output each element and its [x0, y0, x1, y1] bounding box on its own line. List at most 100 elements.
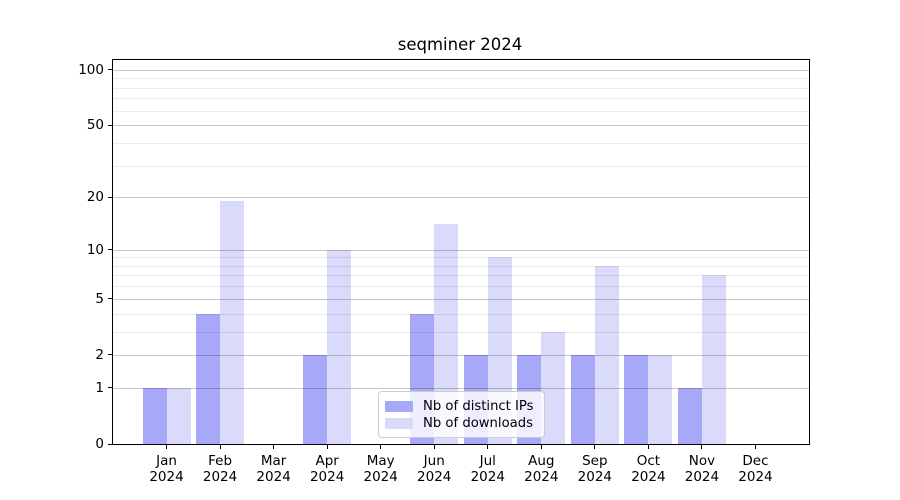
x-tick-mark — [701, 445, 703, 449]
major-gridline — [113, 125, 809, 127]
x-tick-label: Feb 2024 — [188, 453, 252, 485]
x-tick-label: Jan 2024 — [135, 453, 199, 485]
minor-gridline — [113, 165, 809, 167]
y-tick-mark — [108, 443, 112, 445]
x-tick-month: Nov — [688, 453, 716, 469]
y-tick-label: 50 — [86, 117, 104, 134]
x-tick-mark — [754, 445, 756, 449]
legend-label-distinct-ips: Nb of distinct IPs — [423, 398, 534, 414]
y-tick-label: 20 — [86, 189, 104, 206]
bar-downloads — [327, 249, 352, 444]
x-tick-label: Jun 2024 — [402, 453, 466, 485]
major-gridline — [113, 354, 809, 356]
x-tick-label: Oct 2024 — [616, 453, 680, 485]
x-tick-mark — [540, 445, 542, 449]
major-gridline — [113, 197, 809, 199]
x-tick-mark — [273, 445, 275, 449]
x-tick-label: Dec 2024 — [723, 453, 787, 485]
x-tick-year: 2024 — [738, 469, 773, 485]
x-tick-year: 2024 — [417, 469, 452, 485]
x-tick-mark — [326, 445, 328, 449]
y-tick-label: 5 — [95, 290, 104, 307]
x-tick-month: Aug — [528, 453, 555, 469]
x-tick-year: 2024 — [631, 469, 666, 485]
y-tick-label: 2 — [95, 346, 104, 363]
bar-distinct-ips — [570, 354, 595, 444]
major-gridline — [113, 387, 809, 389]
minor-gridline — [113, 331, 809, 333]
bar-downloads — [648, 354, 673, 444]
chart-title: seqminer 2024 — [397, 35, 523, 54]
bar-distinct-ips — [624, 354, 649, 444]
bar-downloads — [220, 201, 245, 444]
legend-item-distinct-ips: Nb of distinct IPs — [385, 398, 536, 414]
x-tick-label: Mar 2024 — [242, 453, 306, 485]
x-tick-mark — [219, 445, 221, 449]
legend-swatch-distinct-ips — [385, 400, 413, 412]
x-tick-label: Sep 2024 — [563, 453, 627, 485]
x-tick-label: Nov 2024 — [670, 453, 734, 485]
x-tick-year: 2024 — [470, 469, 505, 485]
x-tick-year: 2024 — [256, 469, 291, 485]
x-tick-mark — [594, 445, 596, 449]
legend: Nb of distinct IPs Nb of downloads — [378, 391, 545, 438]
major-gridline — [113, 298, 809, 300]
y-tick-mark — [108, 196, 112, 198]
bar-distinct-ips — [303, 354, 328, 444]
y-tick-label: 100 — [78, 61, 104, 78]
x-tick-label: Aug 2024 — [509, 453, 573, 485]
plot-area — [112, 59, 810, 445]
x-tick-year: 2024 — [684, 469, 720, 485]
x-tick-mark — [647, 445, 649, 449]
x-tick-year: 2024 — [149, 469, 184, 485]
major-gridline — [113, 249, 809, 251]
bar-downloads — [594, 265, 619, 444]
x-tick-month: Jun — [423, 453, 445, 469]
x-tick-mark — [433, 445, 435, 449]
x-tick-mark — [487, 445, 489, 449]
minor-gridline — [113, 142, 809, 144]
y-tick-label: 1 — [95, 379, 104, 396]
y-tick-mark — [108, 354, 112, 356]
x-tick-month: Feb — [208, 453, 233, 469]
y-tick-mark — [108, 387, 112, 389]
x-tick-label: Jul 2024 — [456, 453, 520, 485]
y-tick-mark — [108, 69, 112, 71]
bar-downloads — [541, 331, 566, 444]
bar-downloads — [701, 275, 726, 444]
x-tick-mark — [380, 445, 382, 449]
y-tick-mark — [108, 249, 112, 251]
legend-item-downloads: Nb of downloads — [385, 415, 536, 431]
y-tick-label: 0 — [95, 436, 104, 452]
gridlines-layer — [113, 60, 809, 444]
minor-gridline — [113, 98, 809, 100]
x-tick-month: Mar — [260, 453, 287, 469]
minor-gridline — [113, 313, 809, 315]
minor-gridline — [113, 110, 809, 112]
x-tick-year: 2024 — [524, 469, 559, 485]
y-tick-mark — [108, 298, 112, 300]
bar-distinct-ips — [677, 387, 702, 444]
legend-label-downloads: Nb of downloads — [423, 415, 533, 431]
x-tick-year: 2024 — [309, 469, 345, 485]
x-tick-label: May 2024 — [349, 453, 413, 485]
x-tick-month: May — [366, 453, 395, 469]
minor-gridline — [113, 275, 809, 277]
x-tick-year: 2024 — [363, 469, 398, 485]
x-tick-month: Jul — [479, 453, 496, 469]
minor-gridline — [113, 286, 809, 288]
bar-downloads — [166, 387, 191, 444]
x-tick-year: 2024 — [202, 469, 238, 485]
x-tick-month: Sep — [582, 453, 608, 469]
minor-gridline — [113, 257, 809, 259]
x-tick-mark — [166, 445, 168, 449]
y-tick-mark — [108, 124, 112, 126]
x-tick-label: Apr 2024 — [295, 453, 359, 485]
y-tick-label: 10 — [86, 241, 104, 258]
minor-gridline — [113, 78, 809, 80]
x-tick-month: Dec — [742, 453, 769, 469]
x-tick-year: 2024 — [577, 469, 613, 485]
minor-gridline — [113, 87, 809, 89]
minor-gridline — [113, 265, 809, 267]
